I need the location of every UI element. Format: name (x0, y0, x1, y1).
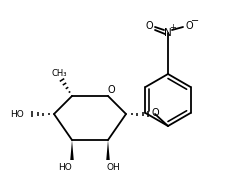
Text: O: O (185, 21, 193, 31)
Text: +: + (170, 23, 176, 31)
Text: HO: HO (10, 110, 24, 119)
Polygon shape (106, 140, 110, 160)
Text: OH: OH (106, 164, 120, 172)
Text: O: O (107, 85, 115, 95)
Text: CH₃: CH₃ (51, 68, 67, 78)
Text: N: N (164, 28, 172, 38)
Text: O: O (145, 21, 153, 31)
Text: HO: HO (58, 164, 72, 172)
Polygon shape (70, 140, 74, 160)
Text: −: − (191, 16, 199, 26)
Text: O: O (152, 108, 160, 118)
